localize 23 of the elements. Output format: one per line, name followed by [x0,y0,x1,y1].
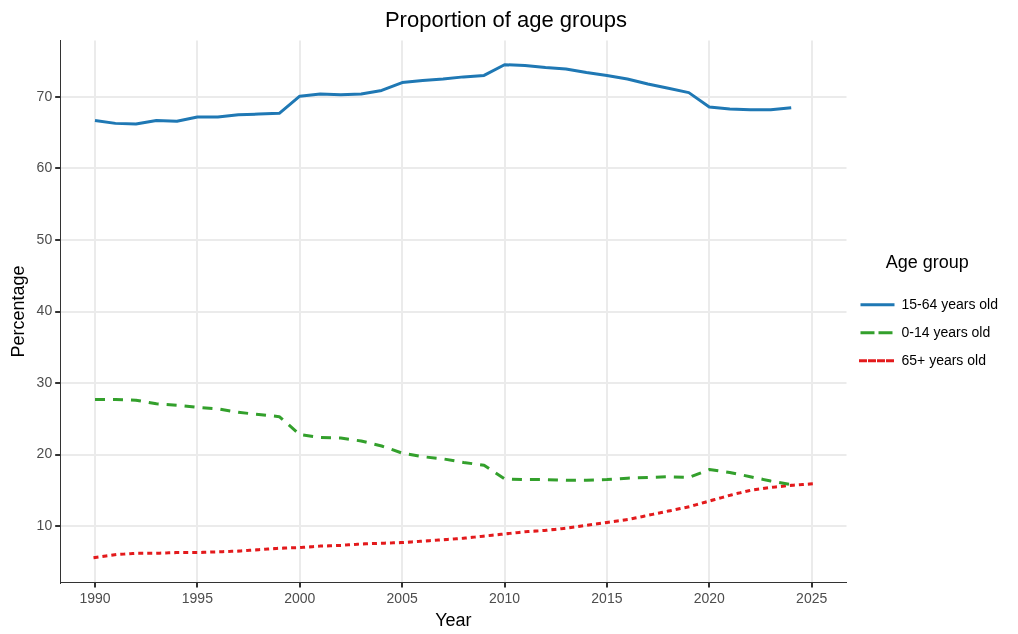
y-tick-label: 40 [36,302,53,319]
x-tick-label: 2020 [693,589,726,606]
x-tick-label: 2015 [591,589,623,606]
y-axis-title: Percentage [7,265,28,358]
y-tick-label: 50 [36,230,53,247]
legend-label: 15-64 years old [901,295,999,312]
line-series [93,482,814,560]
chart-title: Proportion of age groups [384,7,628,33]
y-tick-label: 20 [36,445,53,462]
y-tick-label: 10 [36,516,53,533]
x-tick-label: 1995 [181,589,214,606]
x-tick-label: 1990 [79,589,111,606]
x-tick-label: 2010 [488,589,521,606]
x-tick-label: 2025 [796,589,828,606]
y-tick-label: 70 [36,87,53,104]
y-tick-label: 30 [36,373,53,390]
legend-label: 65+ years old [901,351,986,368]
x-axis-title: Year [435,610,472,631]
x-tick-label: 2005 [386,589,418,606]
y-tick-label: 60 [36,159,53,176]
legend-label: 0-14 years old [901,323,991,340]
x-tick-label: 2000 [284,589,316,606]
legend-title: Age group [885,252,969,273]
